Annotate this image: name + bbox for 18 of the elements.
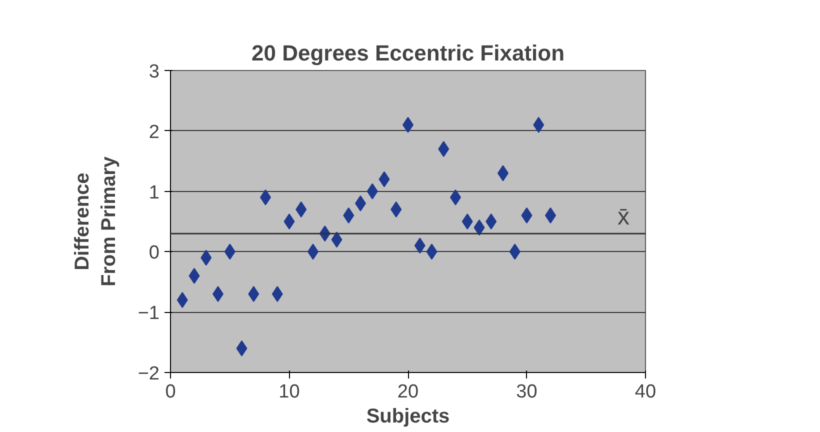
- y-tick-label: −1: [138, 303, 160, 324]
- point: [284, 214, 295, 230]
- x-tick-label: 20: [397, 382, 419, 402]
- y-axis-title: Difference From Primary: [71, 156, 120, 287]
- x-tick-label: 40: [634, 382, 656, 402]
- y-tick-label: 0: [148, 242, 160, 264]
- x-tick-label: 0: [165, 382, 176, 402]
- x-tick-label: 30: [516, 382, 538, 402]
- y-tick-label: −2: [138, 364, 160, 384]
- point: [486, 214, 497, 230]
- chart-title: 20 Degrees Eccentric Fixation: [251, 40, 565, 66]
- y-tick-label: 3: [148, 62, 160, 82]
- x-axis-title: Subjects: [366, 406, 450, 428]
- x-tick-label: 10: [278, 382, 300, 402]
- y-tick-label: 1: [148, 182, 160, 204]
- point: [462, 214, 473, 230]
- ref-line-label: x̄: [618, 204, 630, 231]
- y-tick-label: 2: [148, 122, 160, 143]
